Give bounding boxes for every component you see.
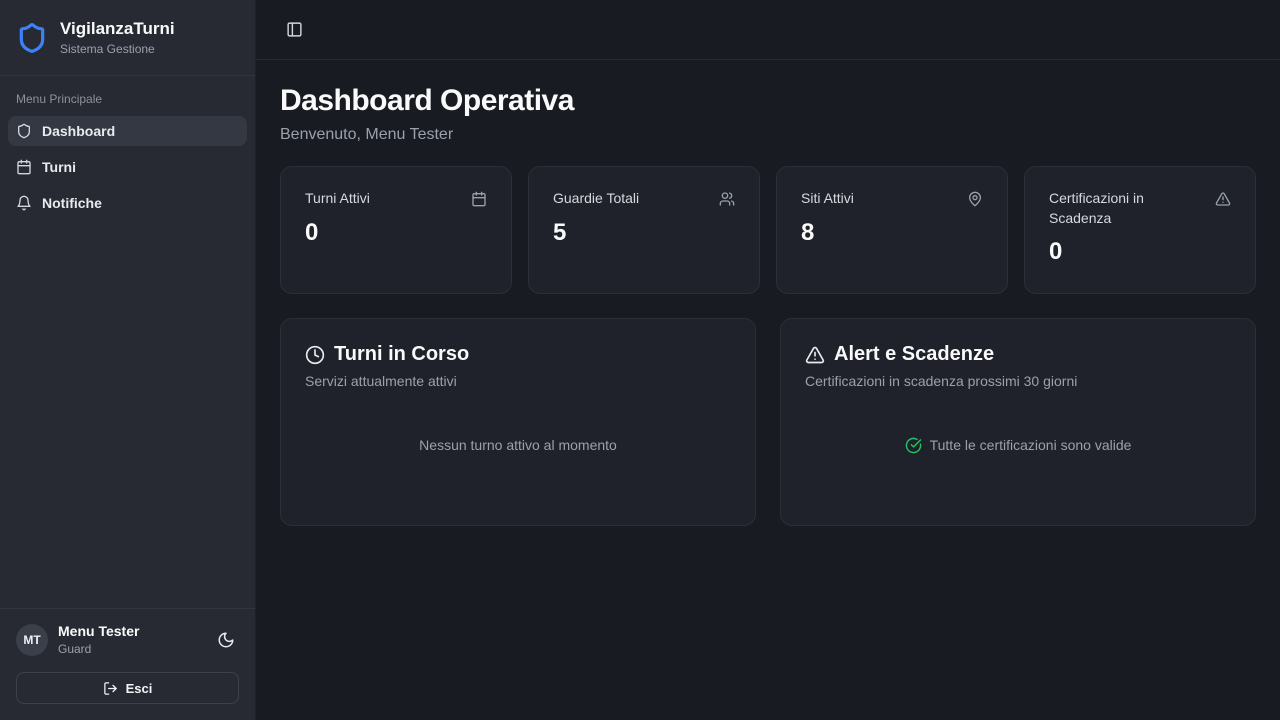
stat-label: Turni Attivi xyxy=(305,190,370,206)
moon-icon xyxy=(217,631,235,649)
stat-value: 0 xyxy=(1049,238,1063,266)
stats-grid: Turni Attivi 0 Guardie Totali xyxy=(280,166,1256,294)
sidebar: VigilanzaTurni Sistema Gestione Menu Pri… xyxy=(0,0,256,720)
logout-button[interactable]: Esci xyxy=(16,672,239,704)
nav-section-label: Menu Principale xyxy=(16,92,103,106)
stat-value: 8 xyxy=(801,218,815,246)
check-circle-icon xyxy=(905,437,922,454)
stat-value: 5 xyxy=(553,218,567,246)
shield-icon xyxy=(16,123,32,139)
alert-triangle-icon xyxy=(1215,191,1231,207)
empty-state-text: Nessun turno attivo al momento xyxy=(419,437,617,453)
panels-grid: Turni in Corso Servizi attualmente attiv… xyxy=(280,318,1256,526)
content: Dashboard Operativa Benvenuto, Menu Test… xyxy=(256,60,1280,720)
empty-state-text: Tutte le certificazioni sono valide xyxy=(929,437,1132,453)
app-title: VigilanzaTurni xyxy=(60,19,175,39)
stat-label: Siti Attivi xyxy=(801,190,854,206)
panel-subtitle: Servizi attualmente attivi xyxy=(305,373,457,389)
sidebar-item-dashboard[interactable]: Dashboard xyxy=(8,116,247,146)
sidebar-toggle-button[interactable] xyxy=(280,15,309,44)
stat-label: Certificazioni in Scadenza xyxy=(1049,190,1144,226)
stat-card-certificazioni: Certificazioni in Scadenza 0 xyxy=(1024,166,1256,294)
bell-icon xyxy=(16,195,32,211)
users-icon xyxy=(719,191,735,207)
map-pin-icon xyxy=(967,191,983,207)
calendar-icon xyxy=(471,191,487,207)
sidebar-item-turni[interactable]: Turni xyxy=(8,152,247,182)
stat-value: 0 xyxy=(305,218,319,246)
main-area: Dashboard Operativa Benvenuto, Menu Test… xyxy=(256,0,1280,720)
sidebar-footer: MT Menu Tester Guard Esci xyxy=(0,608,255,720)
logout-label: Esci xyxy=(125,680,153,696)
app-subtitle: Sistema Gestione xyxy=(60,41,155,56)
avatar: MT xyxy=(16,623,48,656)
welcome-text: Benvenuto, Menu Tester xyxy=(280,126,454,143)
panel-alert-scadenze: Alert e Scadenze Certificazioni in scade… xyxy=(780,318,1256,526)
sidebar-item-label: Turni xyxy=(42,159,76,175)
alert-triangle-icon xyxy=(805,345,825,365)
clock-icon xyxy=(305,345,325,365)
stat-card-turni-attivi: Turni Attivi 0 xyxy=(280,166,512,294)
topbar xyxy=(256,0,1280,60)
sidebar-item-label: Dashboard xyxy=(42,123,116,139)
user-role: Guard xyxy=(58,642,92,656)
panel-subtitle: Certificazioni in scadenza prossimi 30 g… xyxy=(805,373,1078,389)
theme-toggle-button[interactable] xyxy=(213,627,239,653)
logout-icon xyxy=(103,681,118,696)
page-title: Dashboard Operativa xyxy=(280,84,574,117)
stat-card-siti-attivi: Siti Attivi 0 8 xyxy=(776,166,1008,294)
stat-card-guardie-totali: Guardie Totali 5 xyxy=(528,166,760,294)
sidebar-header: VigilanzaTurni Sistema Gestione xyxy=(0,0,255,76)
calendar-icon xyxy=(16,159,32,175)
panel-left-icon xyxy=(286,21,303,38)
panel-turni-in-corso: Turni in Corso Servizi attualmente attiv… xyxy=(280,318,756,526)
stat-label: Guardie Totali xyxy=(553,190,640,206)
sidebar-item-label: Notifiche xyxy=(42,195,102,211)
sidebar-item-notifiche[interactable]: Notifiche xyxy=(8,188,247,218)
user-name: Menu Tester xyxy=(58,623,140,640)
shield-logo-icon xyxy=(16,22,48,54)
panel-title: Turni in Corso xyxy=(334,343,470,365)
sidebar-nav: Menu Principale Dashboard Turni xyxy=(0,76,255,608)
panel-title: Alert e Scadenze xyxy=(834,343,995,365)
